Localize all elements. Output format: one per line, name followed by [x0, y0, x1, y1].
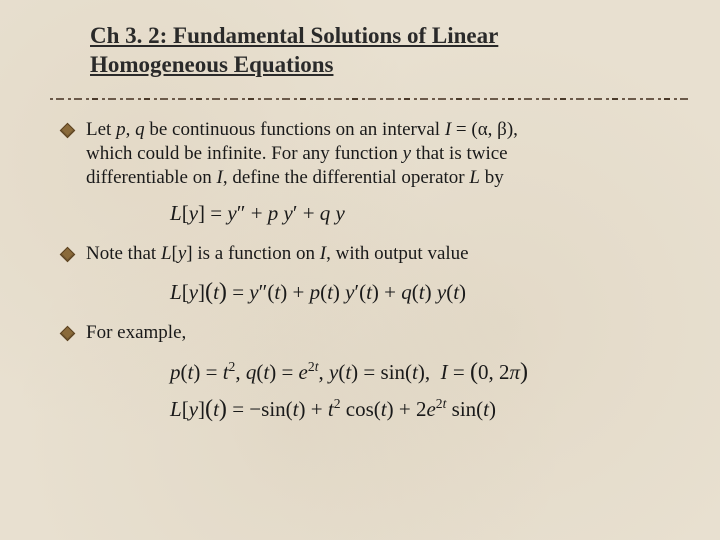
title-line-2: Homogeneous Equations: [90, 52, 333, 77]
text: that is twice: [411, 143, 508, 164]
text: by: [480, 167, 504, 188]
text: = (: [451, 119, 478, 140]
var-y: y: [403, 143, 411, 164]
var-L: L: [161, 243, 172, 264]
var-p: p: [116, 119, 126, 140]
equation-2: L[y](t) = y″(t) + p(t) y′(t) + q(t) y(t): [170, 276, 680, 307]
title-divider: [50, 98, 690, 100]
bullet-1: Let p, q be continuous functions on an i…: [60, 118, 680, 191]
var-q: q: [135, 119, 145, 140]
text: be continuous functions on an interval: [145, 119, 445, 140]
equation-1: L[y] = y″ + p y′ + q y: [170, 200, 680, 227]
equation-3: p(t) = t2, q(t) = e2t, y(t) = sin(t), I …: [170, 356, 680, 425]
var-L: L: [469, 167, 480, 188]
text: is a function on: [193, 243, 320, 264]
text: Let: [86, 119, 116, 140]
text: , define the differential operator: [223, 167, 470, 188]
bullet-3: For example,: [60, 321, 680, 345]
slide-title: Ch 3. 2: Fundamental Solutions of Linear…: [90, 22, 680, 80]
text: ,: [126, 119, 136, 140]
title-line-1: Ch 3. 2: Fundamental Solutions of Linear: [90, 23, 498, 48]
text: For example,: [86, 322, 186, 343]
text: ),: [507, 119, 518, 140]
sym-beta: β: [497, 119, 507, 140]
text: which could be infinite. For any functio…: [86, 143, 403, 164]
sym-alpha: α: [478, 119, 488, 140]
text: differentiable on: [86, 167, 217, 188]
text: , with output value: [326, 243, 468, 264]
slide-container: Ch 3. 2: Fundamental Solutions of Linear…: [0, 0, 720, 459]
text: ,: [488, 119, 498, 140]
bullet-2: Note that L[y] is a function on I, with …: [60, 242, 680, 266]
text: Note that: [86, 243, 161, 264]
